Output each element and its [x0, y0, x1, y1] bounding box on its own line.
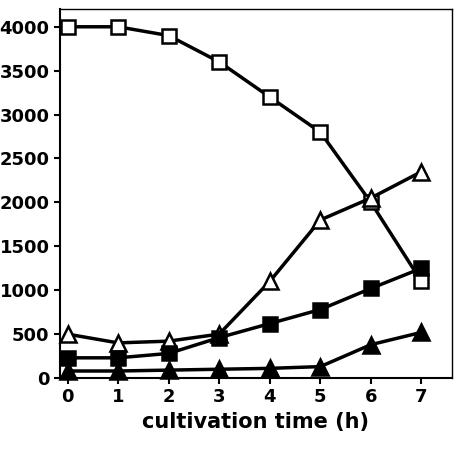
PHB [115, 340, 121, 346]
Line: PHB: PHB [60, 164, 429, 350]
Filled Squares [166, 351, 171, 356]
Residual Glucose [368, 342, 374, 348]
PHB [419, 169, 424, 174]
Line: Filled Squares: Filled Squares [60, 261, 428, 365]
PHB [65, 331, 70, 337]
Total Protein [267, 94, 272, 100]
PHB [267, 278, 272, 284]
X-axis label: cultivation time (h): cultivation time (h) [142, 412, 369, 432]
Residual Glucose [115, 368, 121, 374]
Filled Squares [65, 355, 70, 361]
Residual Glucose [166, 367, 171, 373]
Residual Glucose [267, 366, 272, 371]
Total Protein [115, 24, 121, 30]
Line: Total Protein: Total Protein [60, 20, 428, 289]
Residual Glucose [419, 330, 424, 335]
Residual Glucose [216, 366, 222, 372]
Filled Squares [115, 355, 121, 361]
Total Protein [419, 278, 424, 284]
PHB [318, 217, 323, 223]
Filled Squares [318, 307, 323, 312]
PHB [368, 195, 374, 201]
Total Protein [166, 33, 171, 38]
Residual Glucose [65, 368, 70, 374]
Total Protein [318, 130, 323, 135]
Filled Squares [419, 266, 424, 271]
Total Protein [216, 59, 222, 65]
PHB [216, 331, 222, 337]
PHB [166, 338, 171, 344]
Total Protein [368, 200, 374, 205]
Filled Squares [216, 335, 222, 340]
Filled Squares [267, 321, 272, 326]
Total Protein [65, 24, 70, 30]
Residual Glucose [318, 364, 323, 369]
Filled Squares [368, 286, 374, 291]
Line: Residual Glucose: Residual Glucose [60, 325, 429, 378]
